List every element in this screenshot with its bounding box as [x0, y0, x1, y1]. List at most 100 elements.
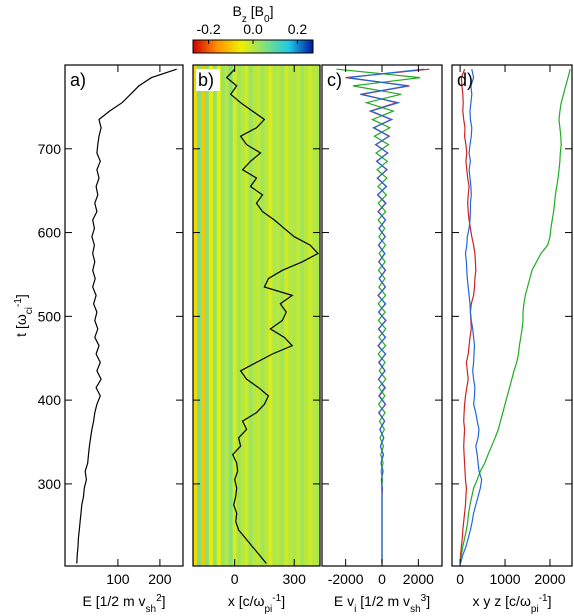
x-axis-title-part: pi: [265, 604, 273, 615]
bz-stripe: [308, 65, 313, 566]
x-axis-title-part: ]: [426, 593, 430, 609]
bz-stripe: [252, 65, 257, 566]
x-axis-title-part: x y z [c/ω: [473, 593, 531, 609]
colorbar-tick-label: 0.2: [288, 21, 308, 37]
x-tick-label: 2000: [403, 571, 434, 587]
x-axis-title-part: sh: [410, 604, 421, 615]
panel: [459, 68, 571, 564]
colorbar-tick-label: 0.0: [243, 21, 263, 37]
x-tick-label: 1000: [489, 571, 520, 587]
series-line: [459, 69, 571, 564]
y-tick-label: 400: [38, 392, 62, 408]
colorbar-title: Bz [B0]: [233, 3, 274, 25]
bz-stripe: [292, 65, 297, 566]
x-tick-label: -2000: [328, 571, 364, 587]
panel-frame: [451, 64, 573, 567]
x-tick-label: 2000: [534, 571, 565, 587]
x-axis-title-part: ]: [281, 593, 285, 609]
bz-stripe: [244, 65, 250, 566]
y-axis-title-part: ci: [24, 307, 35, 314]
x-axis-title-part: -1: [272, 593, 281, 604]
x-axis-title-part: 2: [156, 593, 162, 604]
x-axis-title: x [c/ωpi-1]: [228, 593, 285, 615]
bz-stripe: [232, 65, 238, 566]
panel: [336, 68, 430, 564]
bz-stripe: [228, 65, 234, 566]
bz-stripe: [300, 65, 305, 566]
x-tick-label: 200: [148, 571, 172, 587]
series-line: [459, 69, 483, 564]
bz-stripe: [280, 65, 285, 566]
bz-stripe: [204, 65, 210, 566]
panel-frame: [192, 64, 321, 567]
colorbar-tick-label: -0.2: [196, 21, 220, 37]
x-axis-title: E vi [1/2 m vsh3]: [334, 593, 430, 615]
x-axis-title-part: i: [354, 604, 356, 615]
x-axis-title-part: ]: [548, 593, 552, 609]
y-tick-label: 700: [38, 141, 62, 157]
panel: [76, 68, 177, 564]
bz-stripe: [272, 65, 277, 566]
bz-stripe: [216, 65, 222, 566]
bz-stripe: [284, 65, 289, 566]
colorbar-title-part: ]: [270, 3, 274, 19]
colorbar-title-part: 0: [264, 14, 270, 25]
x-tick-label: 100: [106, 571, 130, 587]
x-tick-label: 300: [283, 571, 307, 587]
y-axis-title-part: t [ω: [13, 314, 29, 337]
bz-stripe: [296, 65, 301, 566]
panel-label: a): [70, 70, 86, 90]
colorbar-title-part: [B: [247, 3, 264, 19]
bz-stripe: [240, 65, 246, 566]
bz-stripe: [304, 65, 309, 566]
y-tick-label: 300: [38, 476, 62, 492]
x-axis-title-part: x [c/ω: [228, 593, 265, 609]
x-axis-title-part: [1/2 m v: [356, 593, 410, 609]
x-axis-title-part: ]: [162, 593, 166, 609]
x-axis-title: x y z [c/ωpi-1]: [473, 593, 552, 615]
x-axis-title-part: -1: [539, 593, 548, 604]
bz-stripe: [288, 65, 293, 566]
y-tick-label: 600: [38, 225, 62, 241]
bz-stripe: [208, 65, 214, 566]
x-tick-label: 0: [231, 571, 239, 587]
bz-stripe: [312, 65, 317, 566]
x-axis-title: E [1/2 m vsh2]: [82, 593, 165, 615]
panel: [193, 65, 321, 566]
panel-label: c): [327, 70, 342, 90]
x-axis-title-part: E [1/2 m v: [82, 593, 145, 609]
label-bg: [196, 69, 220, 91]
bz-stripe: [224, 65, 230, 566]
panel-label: d): [457, 70, 473, 90]
bz-stripe: [248, 65, 254, 566]
bz-stripe: [196, 65, 202, 566]
bz-stripe: [268, 65, 273, 566]
bz-stripe: [193, 65, 198, 566]
panel-label: b): [198, 70, 214, 90]
y-tick-label: 500: [38, 308, 62, 324]
x-axis-title-part: E v: [334, 593, 354, 609]
colorbar-title-part: z: [242, 14, 247, 25]
bz-stripe: [260, 65, 265, 566]
y-axis-title: t [ωci-1]: [13, 294, 35, 337]
bz-stripe: [256, 65, 261, 566]
x-axis-title-part: sh: [146, 604, 157, 615]
bz-stripe: [264, 65, 269, 566]
bz-stripe: [212, 65, 218, 566]
bz-stripe: [276, 65, 281, 566]
x-tick-label: 0: [378, 571, 386, 587]
y-axis-title-part: -1: [13, 298, 24, 307]
y-axis-title-part: ]: [13, 294, 29, 298]
colorbar-title-part: B: [233, 3, 242, 19]
series-line: [347, 68, 424, 564]
x-axis-title-part: 3: [421, 593, 427, 604]
x-axis-title-part: pi: [531, 604, 539, 615]
x-tick-label: 0: [456, 571, 464, 587]
series-line: [225, 68, 319, 564]
bz-stripe: [200, 65, 206, 566]
series-line: [76, 68, 177, 564]
bz-stripe: [236, 65, 242, 566]
bz-stripe: [220, 65, 226, 566]
panel-frame: [64, 64, 184, 567]
